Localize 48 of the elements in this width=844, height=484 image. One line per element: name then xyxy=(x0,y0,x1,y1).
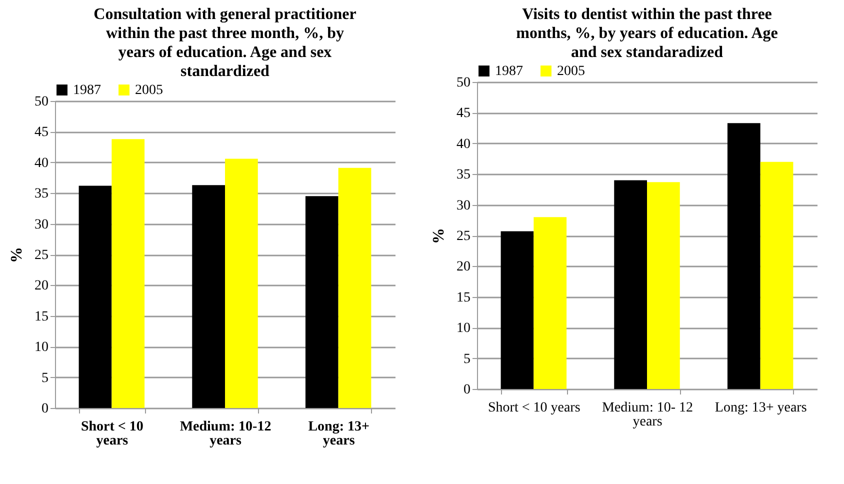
legend-label: 2005 xyxy=(135,83,163,98)
x-tick-label: Medium: 10-12 years xyxy=(180,420,272,448)
y-tick-label: 20 xyxy=(456,260,470,275)
x-tick-label: Medium: 10- 12 years xyxy=(602,400,693,430)
y-tick-label: 0 xyxy=(464,382,470,398)
bar xyxy=(192,185,225,408)
y-tick-label: 0 xyxy=(42,402,48,416)
y-tick-label: 5 xyxy=(42,370,48,386)
y-tick-label: 35 xyxy=(34,186,48,202)
y-tick-label: 20 xyxy=(34,278,48,294)
y-tick-label: 50 xyxy=(34,94,48,110)
y-tick-label: 40 xyxy=(456,136,470,152)
bar xyxy=(338,168,372,408)
y-tick-label: 30 xyxy=(34,217,48,232)
y-tick-label: 50 xyxy=(456,76,470,90)
chart-title: Visits to dentist within the past three months, %, by years of education. Age and sex standaradized xyxy=(516,6,778,61)
y-axis-title: % xyxy=(430,228,448,244)
legend-label: 1987 xyxy=(495,64,523,79)
y-tick-label: 30 xyxy=(456,198,470,214)
y-tick-label: 10 xyxy=(34,340,48,356)
y-tick-label: 25 xyxy=(456,229,470,244)
bar xyxy=(305,196,338,408)
bar xyxy=(647,182,680,389)
bar xyxy=(500,231,534,389)
y-tick-label: 5 xyxy=(464,352,470,367)
legend-label: 2005 xyxy=(557,64,585,79)
x-tick-label: Short < 10 years xyxy=(80,420,144,448)
legend-label: 1987 xyxy=(73,83,101,98)
bar xyxy=(112,139,145,408)
y-tick-label: 45 xyxy=(456,106,470,122)
y-axis-title: % xyxy=(8,247,26,263)
y-tick-label: 40 xyxy=(34,156,48,171)
bar xyxy=(78,186,112,408)
y-tick-label: 35 xyxy=(456,168,470,183)
chart-title: Consultation with general practitioner within the past three month, %, by years of education. Age and sex standardized xyxy=(94,6,356,80)
x-tick-label: Short < 10 years xyxy=(488,400,580,416)
y-tick-label: 15 xyxy=(456,290,470,306)
bar xyxy=(614,180,647,389)
bar xyxy=(760,162,794,389)
x-tick-label: Long: 13+ years xyxy=(714,400,807,416)
bar xyxy=(225,158,258,408)
bar xyxy=(534,217,567,389)
y-tick-label: 25 xyxy=(34,248,48,263)
y-tick-label: 10 xyxy=(456,321,470,336)
y-tick-label: 45 xyxy=(34,125,48,140)
bar xyxy=(727,123,760,389)
y-tick-label: 15 xyxy=(34,309,48,324)
x-tick-label: Long: 13+ years xyxy=(308,420,370,448)
